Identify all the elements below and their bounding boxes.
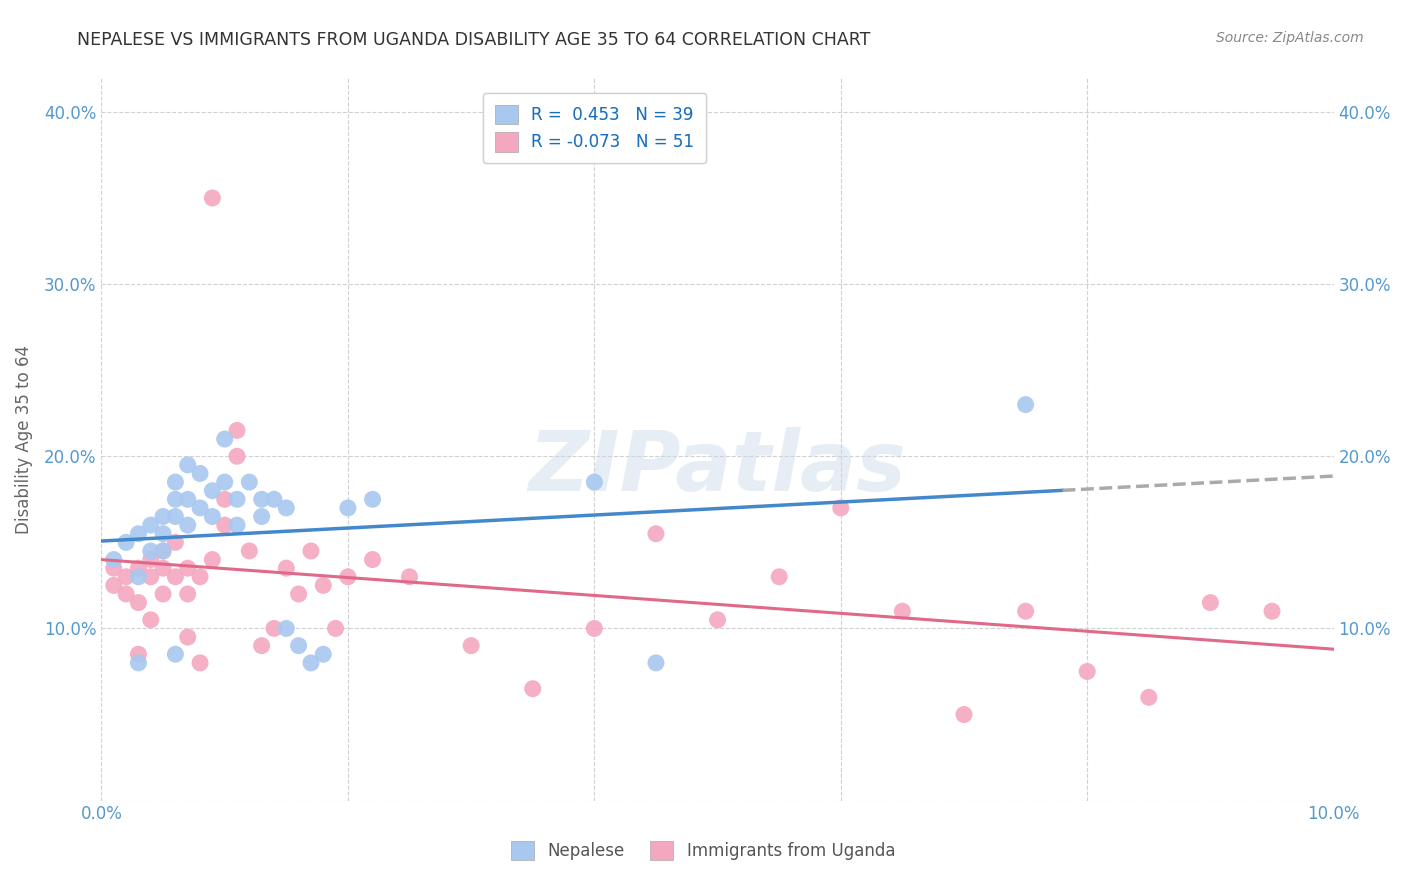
Point — [312, 647, 335, 661]
Point — [188, 656, 211, 670]
Point — [214, 492, 236, 507]
Point — [115, 587, 138, 601]
Point — [891, 604, 914, 618]
Point — [1261, 604, 1284, 618]
Point — [706, 613, 728, 627]
Point — [152, 526, 174, 541]
Point — [201, 191, 224, 205]
Point — [226, 424, 249, 438]
Point — [1199, 596, 1222, 610]
Point — [250, 509, 273, 524]
Point — [165, 475, 187, 489]
Point — [1137, 690, 1160, 705]
Point — [214, 518, 236, 533]
Text: NEPALESE VS IMMIGRANTS FROM UGANDA DISABILITY AGE 35 TO 64 CORRELATION CHART: NEPALESE VS IMMIGRANTS FROM UGANDA DISAB… — [77, 31, 870, 49]
Point — [214, 475, 236, 489]
Point — [276, 500, 298, 515]
Point — [127, 526, 149, 541]
Point — [1076, 665, 1098, 679]
Point — [583, 475, 606, 489]
Point — [177, 561, 200, 575]
Point — [645, 656, 668, 670]
Point — [238, 544, 260, 558]
Point — [287, 639, 309, 653]
Point — [263, 622, 285, 636]
Point — [522, 681, 544, 696]
Point — [1014, 398, 1036, 412]
Point — [115, 570, 138, 584]
Point — [336, 570, 359, 584]
Point — [139, 552, 162, 566]
Point — [583, 622, 606, 636]
Point — [287, 587, 309, 601]
Point — [1014, 604, 1036, 618]
Point — [139, 570, 162, 584]
Point — [103, 578, 125, 592]
Point — [201, 509, 224, 524]
Point — [201, 552, 224, 566]
Point — [276, 561, 298, 575]
Point — [127, 561, 149, 575]
Point — [177, 587, 200, 601]
Point — [152, 509, 174, 524]
Point — [250, 639, 273, 653]
Point — [214, 432, 236, 446]
Point — [152, 587, 174, 601]
Point — [165, 647, 187, 661]
Point — [103, 552, 125, 566]
Point — [152, 544, 174, 558]
Point — [152, 544, 174, 558]
Point — [201, 483, 224, 498]
Point — [127, 647, 149, 661]
Point — [177, 458, 200, 472]
Point — [299, 656, 322, 670]
Point — [276, 622, 298, 636]
Point — [103, 561, 125, 575]
Point — [188, 500, 211, 515]
Point — [165, 492, 187, 507]
Text: Source: ZipAtlas.com: Source: ZipAtlas.com — [1216, 31, 1364, 45]
Point — [188, 467, 211, 481]
Point — [336, 500, 359, 515]
Point — [299, 544, 322, 558]
Legend: Nepalese, Immigrants from Uganda: Nepalese, Immigrants from Uganda — [501, 831, 905, 871]
Point — [139, 544, 162, 558]
Point — [188, 570, 211, 584]
Point — [165, 570, 187, 584]
Text: ZIPatlas: ZIPatlas — [529, 427, 907, 508]
Point — [312, 578, 335, 592]
Point — [250, 492, 273, 507]
Point — [115, 535, 138, 549]
Point — [152, 561, 174, 575]
Point — [177, 492, 200, 507]
Point — [177, 518, 200, 533]
Point — [768, 570, 790, 584]
Point — [226, 492, 249, 507]
Point — [177, 630, 200, 644]
Point — [226, 518, 249, 533]
Point — [226, 449, 249, 463]
Point — [127, 596, 149, 610]
Point — [645, 526, 668, 541]
Point — [127, 656, 149, 670]
Y-axis label: Disability Age 35 to 64: Disability Age 35 to 64 — [15, 344, 32, 533]
Point — [830, 500, 852, 515]
Point — [460, 639, 482, 653]
Point — [953, 707, 976, 722]
Point — [238, 475, 260, 489]
Point — [263, 492, 285, 507]
Point — [139, 518, 162, 533]
Point — [165, 535, 187, 549]
Point — [127, 570, 149, 584]
Point — [361, 552, 384, 566]
Legend: R =  0.453   N = 39, R = -0.073   N = 51: R = 0.453 N = 39, R = -0.073 N = 51 — [482, 93, 706, 163]
Point — [139, 613, 162, 627]
Point — [325, 622, 347, 636]
Point — [361, 492, 384, 507]
Point — [398, 570, 420, 584]
Point — [165, 509, 187, 524]
